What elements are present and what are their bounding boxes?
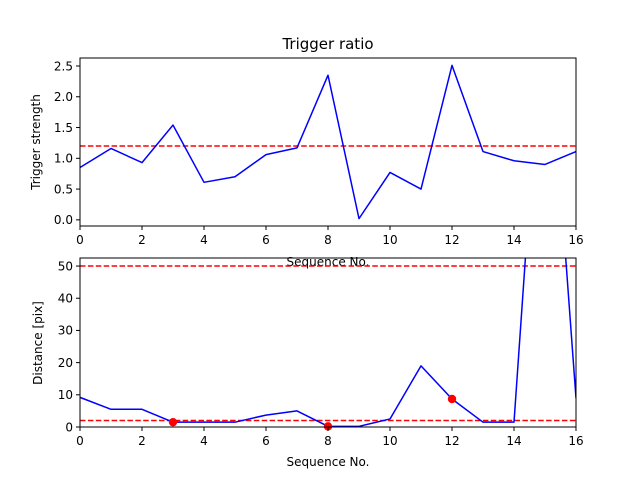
bottom-chart-xlabel: Sequence No.: [287, 455, 370, 469]
bottom-ytick-label: 0: [65, 420, 73, 434]
top-xtick-label: 10: [382, 233, 397, 247]
top-xtick-label: 2: [138, 233, 146, 247]
bottom-ytick-label: 10: [58, 388, 73, 402]
top-ytick-label: 0.5: [54, 182, 73, 196]
bottom-xtick-label: 4: [200, 434, 208, 448]
top-ytick-label: 2.5: [54, 59, 73, 73]
bottom-marker-point: [168, 417, 178, 427]
top-axes-frame: [79, 57, 577, 227]
bottom-plot-area: 0 2 4 6 8 10 12 14 16 0 10 20 30 40 50: [58, 257, 584, 448]
bottom-chart-ylabel: Distance [pix]: [31, 301, 45, 385]
bottom-marker-point: [447, 394, 457, 404]
top-series-line-0: [80, 64, 576, 220]
top-plot-area: 0 2 4 6 8 10 12 14 16 0.0 0.5 1.0 1.5 2.0 2.5: [54, 57, 584, 247]
bottom-xtick-label: 0: [76, 434, 84, 448]
top-xtick-label: 14: [506, 233, 521, 247]
bottom-ytick-label: 50: [58, 259, 73, 273]
top-chart: Trigger ratio 0 2 4 6 8 10 12 14 16 0.0 0.5 1.0 1.5 2…: [29, 35, 584, 269]
bottom-xtick-label: 6: [262, 434, 270, 448]
bottom-xtick-label: 8: [324, 434, 332, 448]
top-chart-ylabel: Trigger strength: [29, 94, 43, 191]
bottom-xtick-label: 10: [382, 434, 397, 448]
bottom-xtick-label: 12: [444, 434, 459, 448]
bottom-chart: 0 2 4 6 8 10 12 14 16 0 10 20 30 40 50 Sequence No. Di…: [31, 257, 584, 469]
bottom-ytick-label: 30: [58, 324, 73, 338]
top-xtick-label: 8: [324, 233, 332, 247]
bottom-xtick-label: 16: [568, 434, 583, 448]
bottom-axes-frame: [79, 257, 577, 428]
top-ytick-label: 2.0: [54, 90, 73, 104]
top-xtick-label: 0: [76, 233, 84, 247]
top-xtick-label: 12: [444, 233, 459, 247]
top-xtick-label: 6: [262, 233, 270, 247]
bottom-xtick-label: 2: [138, 434, 146, 448]
bottom-ytick-label: 40: [58, 292, 73, 306]
bottom-series-line-0: [80, 258, 576, 427]
top-chart-xlabel: Sequence No.: [287, 255, 370, 269]
bottom-ytick-label: 20: [58, 356, 73, 370]
top-xtick-label: 16: [568, 233, 583, 247]
top-ytick-label: 0.0: [54, 213, 73, 227]
bottom-marker-point: [323, 422, 333, 431]
top-ytick-label: 1.0: [54, 152, 73, 166]
top-ytick-label: 1.5: [54, 121, 73, 135]
top-chart-title: Trigger ratio: [281, 35, 373, 53]
top-xtick-label: 4: [200, 233, 208, 247]
bottom-xtick-label: 14: [506, 434, 521, 448]
